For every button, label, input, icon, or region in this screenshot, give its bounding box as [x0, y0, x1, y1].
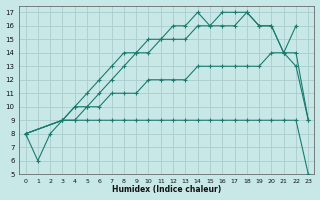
X-axis label: Humidex (Indice chaleur): Humidex (Indice chaleur): [112, 185, 221, 194]
